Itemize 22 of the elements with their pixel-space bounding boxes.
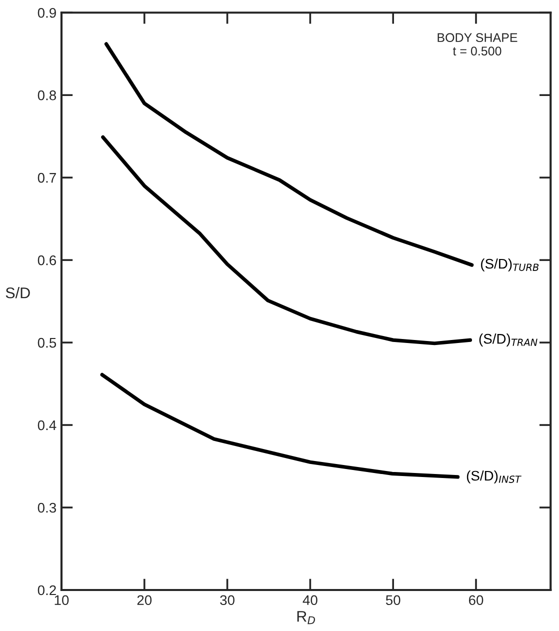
y-axis-title: S/D xyxy=(6,287,30,298)
series-label: (S/D)$_{TRAN}$ xyxy=(479,334,538,346)
line-series xyxy=(100,372,460,479)
y-tick-label: 0.5 xyxy=(38,338,56,348)
y-tick-label: 0.8 xyxy=(38,90,56,100)
y-tick-label: 0.2 xyxy=(38,585,56,596)
x-tick-label: 30 xyxy=(220,595,234,606)
y-tick-label: 0.9 xyxy=(38,8,56,18)
line-series xyxy=(101,135,472,346)
annotation: BODY SHAPE t = 0.500 xyxy=(438,33,518,56)
series-label: (S/D)$_{INST}$ xyxy=(466,470,522,484)
x-tick-label: 60 xyxy=(468,595,484,606)
y-tick-label: 0.3 xyxy=(38,502,56,513)
x-tick-label: 50 xyxy=(386,595,400,606)
series-label: (S/D)$_{TURB}$ xyxy=(481,258,539,272)
x-axis-title: R$_{D}$ xyxy=(297,611,316,624)
x-tick-label: 10 xyxy=(54,595,69,606)
y-tick-label: 0.7 xyxy=(38,172,56,183)
x-tick-label: 20 xyxy=(137,595,152,606)
y-tick-label: 0.6 xyxy=(38,255,56,266)
y-tick-label: 0.4 xyxy=(38,420,56,430)
x-tick-label: 40 xyxy=(302,595,318,606)
